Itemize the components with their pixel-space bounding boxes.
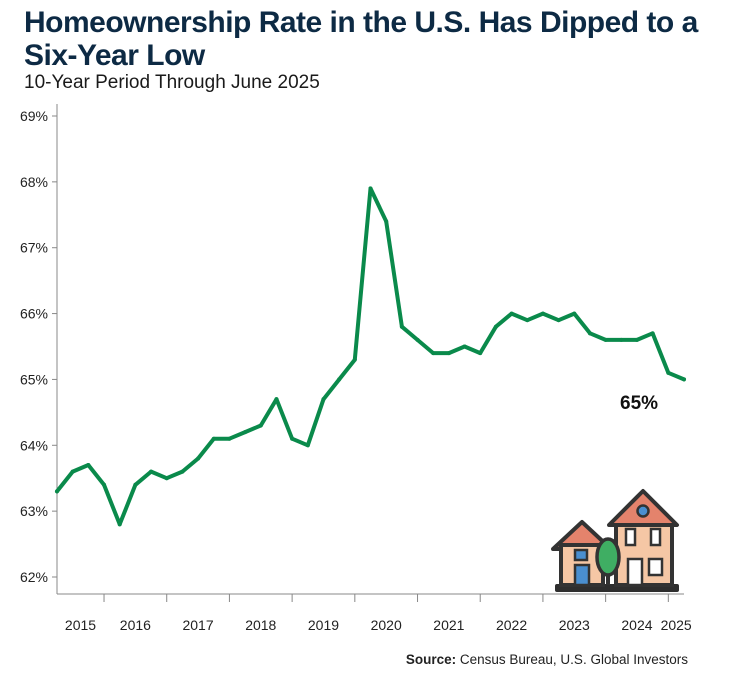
data-point [431, 351, 436, 356]
data-point [305, 443, 310, 448]
data-point [509, 311, 514, 316]
data-point [493, 324, 498, 329]
y-tick-label: 67% [20, 240, 48, 256]
x-tick-label: 2016 [120, 617, 151, 633]
data-point [634, 337, 639, 342]
data-point [86, 463, 91, 468]
end-value-label: 65% [620, 393, 659, 414]
x-tick-label: 2018 [245, 617, 276, 633]
data-point [666, 370, 671, 375]
data-point [117, 522, 122, 527]
data-point [415, 337, 420, 342]
x-tick-label: 2021 [433, 617, 464, 633]
data-point [682, 377, 686, 382]
data-point [384, 219, 389, 224]
data-point [462, 344, 467, 349]
data-point [540, 311, 545, 316]
x-tick-label: 2019 [308, 617, 339, 633]
y-tick-label: 63% [20, 503, 48, 519]
data-point [55, 489, 59, 494]
data-point [211, 436, 216, 441]
y-axis: 62% 63% 64% 65% 66% 67% 68% 69% [20, 104, 58, 594]
data-point [572, 311, 577, 316]
big-house-window [649, 527, 662, 547]
homeownership-rate-line [55, 186, 686, 527]
y-tick-label: 65% [20, 371, 48, 387]
data-point [478, 351, 483, 356]
data-point [102, 482, 107, 487]
chart-title: Homeownership Rate in the U.S. Has Dippe… [24, 6, 698, 72]
big-house-door [626, 557, 644, 587]
small-house-door [573, 563, 591, 587]
x-tick-label: 2015 [65, 617, 96, 633]
x-tick-label: 2025 [661, 617, 692, 633]
data-point [258, 423, 263, 428]
data-point [650, 331, 655, 336]
source-text: Census Bureau, U.S. Global Investors [456, 652, 688, 667]
x-tick-label: 2020 [371, 617, 402, 633]
data-point [70, 469, 75, 474]
y-tick-label: 62% [20, 569, 48, 585]
data-point [603, 337, 608, 342]
x-axis: 2015 2016 2017 2018 2019 2020 2021 2022 2023 2024… [57, 593, 692, 633]
big-house-body [614, 521, 674, 587]
data-point [525, 318, 530, 323]
y-tick-label: 64% [20, 437, 48, 453]
data-point [352, 357, 357, 362]
data-point [587, 331, 592, 336]
big-house-window [647, 557, 664, 577]
tree-canopy [595, 537, 621, 577]
source-label: Source: [405, 652, 457, 667]
y-tick-label: 68% [20, 174, 48, 190]
data-point [290, 436, 295, 441]
data-point [149, 469, 154, 474]
small-house-window [573, 548, 589, 562]
data-point [164, 476, 169, 481]
data-point [180, 469, 185, 474]
data-point [619, 337, 624, 342]
big-house-window [624, 527, 637, 547]
data-point [337, 377, 342, 382]
data-point [133, 482, 138, 487]
y-tick-label: 66% [20, 306, 48, 322]
big-house-round-window [636, 504, 650, 518]
data-point [556, 318, 561, 323]
chart-subtitle: 10-Year Period Through June 2025 [24, 72, 320, 93]
data-point [321, 397, 326, 402]
x-tick-label: 2023 [559, 617, 590, 633]
data-point [227, 436, 232, 441]
data-point [368, 186, 373, 191]
data-point [399, 324, 404, 329]
data-point [243, 430, 248, 435]
x-tick-label: 2022 [496, 617, 527, 633]
y-tick-label: 69% [20, 108, 48, 124]
data-point [196, 456, 201, 461]
houses-with-tree-icon [551, 489, 679, 592]
source-note: Source: Census Bureau, U.S. Global Inves… [406, 652, 688, 667]
x-tick-label: 2024 [621, 617, 652, 633]
series-group [55, 186, 686, 527]
data-point [446, 351, 451, 356]
x-tick-label: 2017 [182, 617, 213, 633]
data-point [274, 397, 279, 402]
